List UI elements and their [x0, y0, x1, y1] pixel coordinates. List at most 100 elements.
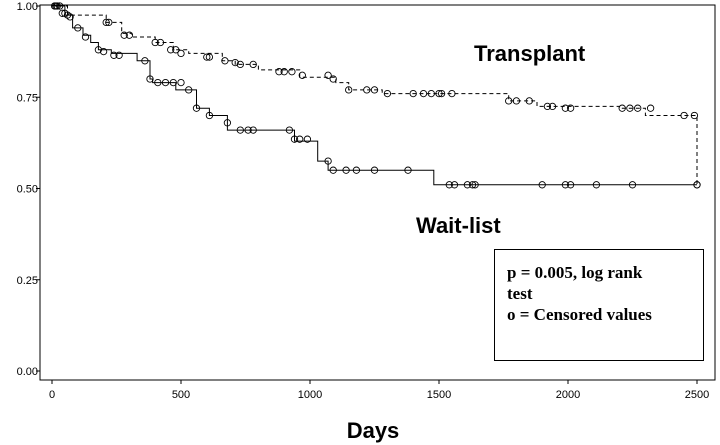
- censor-mark-wait-list: [404, 166, 412, 174]
- censor-mark-transplant: [363, 86, 371, 94]
- x-tick-label: 0: [49, 389, 55, 401]
- legend-box: p = 0.005, log rank test o = Censored va…: [494, 249, 704, 361]
- censor-mark-transplant: [525, 97, 533, 105]
- censor-mark-wait-list: [169, 78, 177, 87]
- censor-mark-transplant: [167, 46, 175, 54]
- censor-mark-wait-list: [205, 111, 214, 120]
- censor-mark-transplant: [646, 104, 655, 112]
- censor-mark-wait-list: [110, 51, 118, 59]
- censor-mark-wait-list: [146, 75, 154, 83]
- censor-mark-transplant: [329, 75, 337, 83]
- censor-mark-transplant: [288, 68, 296, 76]
- x-tick-label: 2000: [556, 389, 580, 401]
- x-tick-label: 2500: [685, 389, 709, 401]
- survival-curve-wait-list: [52, 5, 697, 186]
- censor-mark-transplant: [280, 68, 288, 76]
- censor-mark-transplant: [543, 102, 552, 111]
- plot-frame: [39, 4, 716, 381]
- censor-mark-wait-list: [468, 181, 477, 189]
- censor-mark-transplant: [345, 86, 353, 94]
- censor-mark-wait-list: [329, 166, 337, 174]
- censor-mark-wait-list: [628, 181, 637, 189]
- legend-line-censored: o = Censored values: [507, 305, 652, 324]
- censor-mark-wait-list: [99, 47, 108, 56]
- censor-mark-transplant: [231, 58, 239, 67]
- censor-mark-wait-list: [463, 181, 472, 189]
- censor-mark-transplant: [505, 97, 513, 105]
- censor-mark-wait-list: [66, 13, 74, 21]
- censor-mark-wait-list: [94, 46, 103, 54]
- censor-mark-transplant: [409, 89, 417, 98]
- censor-mark-transplant: [249, 60, 257, 69]
- legend-line-pvalue: p = 0.005, log rank: [507, 263, 643, 282]
- censor-mark-wait-list: [141, 57, 149, 65]
- censor-mark-transplant: [56, 2, 64, 10]
- axes: [39, 4, 716, 381]
- censor-mark-transplant: [435, 89, 443, 98]
- censor-mark-wait-list: [58, 9, 66, 17]
- censor-mark-transplant: [125, 31, 134, 39]
- censor-mark-transplant: [427, 89, 435, 98]
- censor-mark-wait-list: [161, 78, 170, 87]
- ticks: 0 500 1000 1500 2000 2500 0.00 0.25 0.50 0.75 1.00: [17, 1, 710, 401]
- censor-mark-wait-list: [693, 181, 701, 189]
- censor-mark-transplant: [172, 46, 180, 54]
- censor-mark-wait-list: [50, 2, 59, 10]
- censor-mark-transplant: [156, 38, 165, 47]
- series-label-transplant: Transplant: [474, 41, 586, 66]
- x-tick-label: 1500: [427, 389, 451, 401]
- y-tick-label: 0.50: [17, 184, 38, 196]
- censor-mark-transplant: [102, 18, 110, 27]
- series-layer: [52, 5, 698, 186]
- censor-mark-wait-list: [303, 135, 312, 143]
- censor-mark-wait-list: [342, 166, 350, 174]
- censor-mark-transplant: [680, 111, 688, 120]
- censor-mark-transplant: [419, 89, 428, 98]
- censor-mark-wait-list: [445, 181, 453, 189]
- censor-mark-transplant: [618, 104, 626, 112]
- censor-mark-transplant: [690, 111, 699, 120]
- x-tick-label: 1000: [298, 389, 322, 401]
- censor-mark-wait-list: [290, 135, 299, 143]
- censor-mark-transplant: [120, 31, 128, 39]
- censor-mark-transplant: [448, 89, 456, 98]
- censor-mark-wait-list: [450, 181, 459, 189]
- censor-mark-wait-list: [177, 78, 185, 87]
- censor-mark-transplant: [275, 68, 283, 76]
- censor-mark-transplant: [383, 89, 392, 98]
- y-tick-label: 0.25: [17, 275, 38, 287]
- censor-mark-wait-list: [471, 181, 479, 189]
- censor-mark-transplant: [561, 104, 570, 112]
- censor-mark-wait-list: [53, 2, 61, 10]
- censor-mark-wait-list: [566, 181, 575, 189]
- censor-mark-wait-list: [592, 181, 601, 189]
- censor-mark-transplant: [566, 104, 575, 112]
- censor-mark-transplant: [512, 97, 521, 105]
- censor-mark-transplant: [626, 104, 634, 112]
- censor-layer: [50, 2, 701, 189]
- y-tick-label: 1.00: [17, 1, 38, 13]
- censor-mark-transplant: [236, 60, 244, 69]
- censor-mark-transplant: [177, 49, 185, 58]
- censor-mark-wait-list: [249, 126, 257, 134]
- censor-mark-transplant: [370, 86, 379, 94]
- censor-mark-transplant: [105, 18, 113, 27]
- censor-mark-transplant: [298, 71, 306, 79]
- x-tick-label: 500: [172, 389, 190, 401]
- censor-mark-transplant: [437, 89, 446, 98]
- censor-mark-transplant: [203, 53, 211, 61]
- censor-mark-wait-list: [192, 104, 201, 112]
- legend-line-test: test: [507, 284, 533, 303]
- censor-mark-wait-list: [154, 78, 162, 87]
- censor-mark-wait-list: [244, 126, 252, 134]
- x-axis-title: Days: [347, 418, 400, 443]
- censor-mark-wait-list: [236, 126, 244, 134]
- censor-mark-wait-list: [538, 181, 546, 189]
- censor-mark-transplant: [151, 38, 159, 47]
- censor-mark-wait-list: [185, 86, 193, 94]
- censor-mark-transplant: [205, 53, 214, 61]
- censor-mark-wait-list: [115, 51, 123, 59]
- series-label-wait-list: Wait-list: [416, 213, 501, 238]
- y-tick-label: 0.75: [17, 92, 38, 104]
